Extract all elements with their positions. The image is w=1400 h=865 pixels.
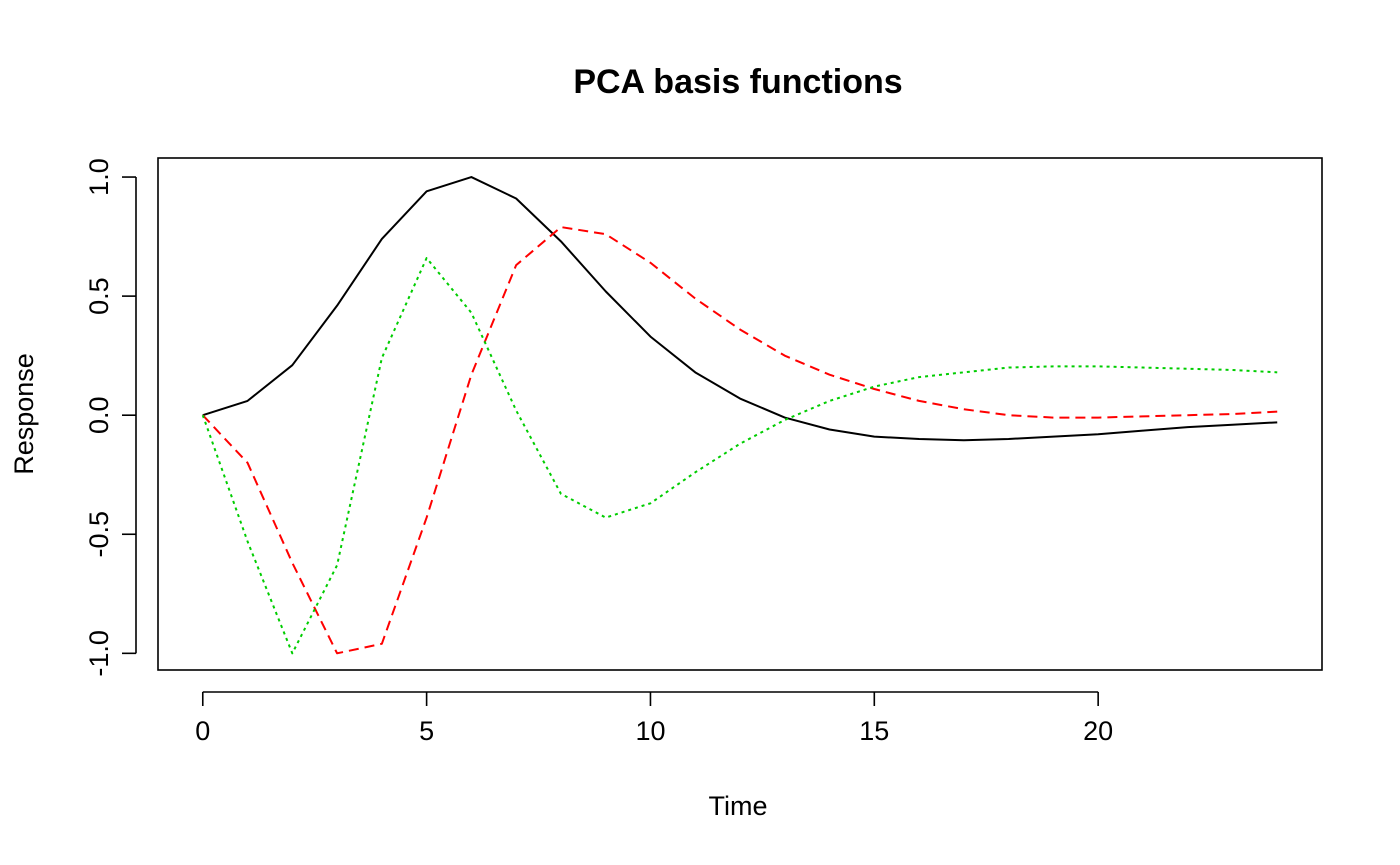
x-tick-label: 10: [635, 716, 665, 746]
y-tick-label: 0.5: [84, 277, 114, 315]
series-line-1: [202, 176, 1278, 442]
y-tick-label: -0.5: [84, 511, 114, 558]
y-tick-label: 0.0: [84, 396, 114, 434]
chart-title: PCA basis functions: [573, 63, 902, 101]
x-tick-label: 20: [1083, 716, 1113, 746]
y-axis-label: Response: [9, 353, 39, 475]
series-line-3: [201, 257, 1278, 655]
y-tick-label: -1.0: [84, 630, 114, 677]
x-tick-label: 15: [859, 716, 889, 746]
y-axis: -1.0 -0.5 0.0 0.5 1.0: [84, 158, 137, 677]
series-group: [201, 176, 1278, 655]
x-axis-label: Time: [709, 791, 768, 821]
plot-frame: [157, 157, 1323, 671]
y-tick-label: 1.0: [84, 158, 114, 196]
x-axis: 0 5 10 15 20: [195, 691, 1113, 746]
series-line-2: [202, 226, 1278, 655]
x-tick-label: 5: [419, 716, 434, 746]
x-tick-label: 0: [195, 716, 210, 746]
